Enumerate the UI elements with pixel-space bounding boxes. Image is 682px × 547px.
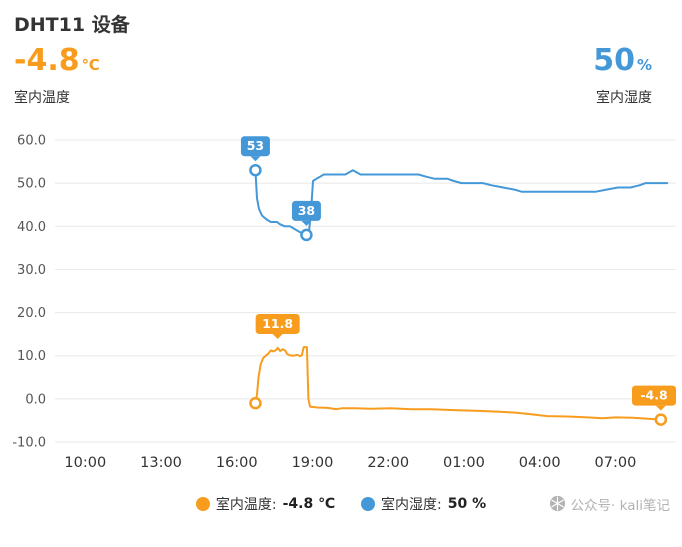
svg-text:-10.0: -10.0 (12, 435, 46, 450)
watermark-icon (549, 495, 565, 512)
svg-text:22:00: 22:00 (367, 455, 409, 471)
svg-text:53: 53 (247, 138, 264, 153)
humidity-legend-label: 室内湿度: (381, 496, 442, 513)
svg-text:60.0: 60.0 (17, 133, 46, 148)
humidity-unit: % (636, 56, 652, 74)
svg-text:07:00: 07:00 (595, 455, 637, 471)
humidity-current: 50% (593, 45, 652, 77)
svg-text:11.8: 11.8 (262, 315, 293, 330)
header: DHT11 设备 -4.8 ℃ 室内温度 50% 室内湿度 (0, 0, 682, 107)
humidity-legend-value: 50 % (447, 495, 487, 512)
page-title: DHT11 设备 (14, 14, 130, 36)
svg-text:50.0: 50.0 (17, 176, 46, 191)
temperature-legend-label: 室内温度: (215, 496, 277, 513)
chart-svg[interactable]: 60.0 50.0 40.0 30.0 20.0 10.0 0.0 -10.0 10:00 13:… (0, 107, 682, 485)
legend-item-temperature[interactable]: 室内温度: -4.8 ℃ (195, 494, 336, 514)
svg-text:10.0: 10.0 (17, 349, 46, 364)
legend: 室内温度: -4.8 ℃ 室内湿度: 50 % 公众号· kali笔记 (0, 489, 682, 519)
humidity-label: 室内湿度 (596, 89, 652, 106)
svg-text:01:00: 01:00 (443, 455, 485, 471)
svg-text:19:00: 19:00 (292, 455, 334, 471)
svg-text:40.0: 40.0 (17, 219, 46, 234)
humidity-legend-dot (361, 496, 376, 511)
readings-row: -4.8 ℃ 室内温度 50% 室内湿度 (14, 45, 668, 107)
temperature-reading: -4.8 ℃ 室内温度 (14, 45, 100, 107)
temperature-current: -4.8 ℃ (14, 45, 100, 77)
svg-text:38: 38 (298, 202, 315, 217)
temperature-legend-dot (195, 496, 210, 511)
svg-text:0.0: 0.0 (25, 392, 46, 407)
svg-text:13:00: 13:00 (140, 455, 182, 471)
svg-text:10:00: 10:00 (64, 455, 106, 471)
legend-item-humidity[interactable]: 室内湿度: 50 % (361, 494, 486, 514)
svg-text:04:00: 04:00 (519, 455, 561, 471)
svg-text:20.0: 20.0 (17, 306, 46, 321)
svg-text:30.0: 30.0 (17, 262, 46, 277)
temperature-label: 室内温度 (14, 89, 70, 106)
humidity-value: 50 (593, 43, 635, 78)
humidity-reading: 50% 室内湿度 (593, 45, 668, 107)
temperature-unit: ℃ (81, 56, 100, 74)
watermark: 公众号· kali笔记 (549, 494, 670, 514)
svg-text:-4.8: -4.8 (640, 387, 667, 402)
temperature-value: -4.8 (14, 43, 80, 78)
watermark-text: 公众号· kali笔记 (570, 497, 670, 514)
svg-text:16:00: 16:00 (216, 455, 258, 471)
temperature-legend-value: -4.8 ℃ (282, 495, 336, 512)
